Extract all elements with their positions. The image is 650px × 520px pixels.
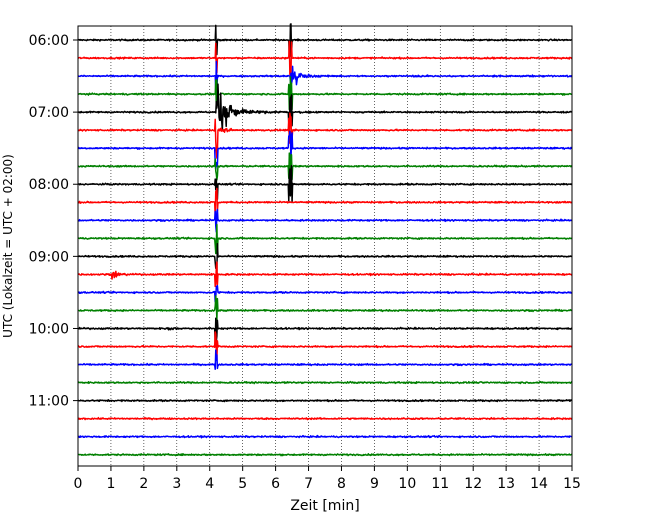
trace-line — [77, 349, 573, 371]
trace-line — [77, 165, 573, 204]
trace-line — [77, 40, 573, 76]
plot-frame — [77, 25, 573, 467]
y-tick-label: 09:00 — [29, 249, 69, 265]
plot-background — [78, 26, 572, 466]
trace-line — [77, 208, 573, 233]
y-axis-ticks: 06:00 07:00 08:00 09:00 10:00 11:00 — [29, 33, 78, 410]
trace-line — [77, 380, 573, 385]
y-axis-label: UTC (Lokalzeit = UTC + 02:00) — [1, 154, 15, 338]
x-tick-label: 14 — [530, 476, 548, 492]
x-tick-label: 4 — [205, 476, 214, 492]
trace-line — [77, 60, 573, 91]
y-tick-label: 06:00 — [29, 33, 69, 49]
trace-line — [77, 434, 573, 439]
x-tick-label: 8 — [337, 476, 346, 492]
x-tick-label: 10 — [398, 476, 416, 492]
trace-line — [77, 112, 573, 159]
x-tick-label: 6 — [271, 476, 280, 492]
x-tick-label: 12 — [464, 476, 482, 492]
trace-line — [77, 223, 573, 255]
trace-line — [77, 261, 573, 288]
x-tick-label: 7 — [304, 476, 313, 492]
x-tick-label: 3 — [172, 476, 181, 492]
x-axis-label: Zeit [min] — [290, 498, 359, 514]
x-tick-label: 1 — [106, 476, 115, 492]
y-tick-label: 08:00 — [29, 177, 69, 193]
trace-line — [77, 76, 573, 111]
trace-line — [77, 83, 573, 133]
trace-line — [77, 331, 573, 361]
seismic-traces — [77, 23, 573, 457]
trace-line — [77, 243, 573, 272]
trace-line — [77, 416, 573, 421]
y-tick-label: 11:00 — [29, 394, 69, 410]
y-tick-label: 10:00 — [29, 321, 69, 337]
x-axis-ticks: 0 1 2 3 4 5 6 7 8 9 10 11 12 13 14 15 — [74, 466, 581, 492]
trace-line — [77, 295, 573, 322]
x-tick-label: 9 — [370, 476, 379, 492]
x-tick-label: 13 — [497, 476, 515, 492]
trace-line — [77, 398, 573, 403]
x-tick-label: 15 — [563, 476, 581, 492]
trace-line — [77, 130, 573, 171]
x-tick-label: 11 — [431, 476, 449, 492]
x-tick-label: 5 — [238, 476, 247, 492]
trace-line — [77, 187, 573, 218]
trace-line — [77, 284, 573, 303]
trace-line — [77, 317, 573, 344]
trace-line — [77, 152, 573, 182]
x-tick-label: 0 — [74, 476, 83, 492]
grid-lines — [110, 26, 540, 466]
trace-line — [77, 23, 573, 58]
trace-line — [77, 452, 573, 457]
x-tick-label: 2 — [139, 476, 148, 492]
y-tick-label: 07:00 — [29, 105, 69, 121]
